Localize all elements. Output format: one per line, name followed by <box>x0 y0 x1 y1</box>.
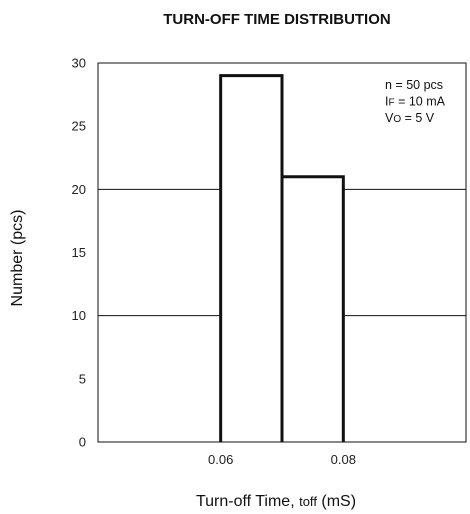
y-axis-label: Number (pcs) <box>9 210 26 307</box>
x-axis-label-main: Turn-off Time, <box>196 493 299 510</box>
x-tick-label: 0.06 <box>208 452 233 467</box>
annotation-line-0: n = 50 pcs <box>385 78 443 92</box>
annotation-line-2: VO = 5 V <box>385 111 435 125</box>
y-tick-label: 20 <box>72 182 86 197</box>
y-tick-label: 0 <box>79 435 86 450</box>
y-tick-label: 10 <box>72 308 86 323</box>
x-axis-label-sub: toff <box>299 494 317 509</box>
y-axis-ticks: 0 5 10 15 20 25 30 <box>72 56 86 450</box>
y-tick-label: 5 <box>79 371 86 386</box>
y-tick-label: 15 <box>72 245 86 260</box>
y-tick-label: 25 <box>72 119 86 134</box>
x-axis-ticks: 0.06 0.08 <box>208 452 356 467</box>
y-tick-label: 30 <box>72 56 86 71</box>
bar-fill-0 <box>220 75 282 442</box>
chart-title: TURN-OFF TIME DISTRIBUTION <box>163 11 390 28</box>
x-tick-label: 0.08 <box>331 452 356 467</box>
annotation-line-1: IF = 10 mA <box>385 95 446 109</box>
bar-fill-1 <box>282 176 344 442</box>
histogram-bars <box>219 74 345 442</box>
bar-1 <box>280 175 345 442</box>
x-axis-label-unit: (mS) <box>317 493 356 510</box>
plot-frame <box>97 62 467 443</box>
x-axis-label: Turn-off Time, toff (mS) <box>196 493 356 510</box>
annotation-block: n = 50 pcs IF = 10 mA VO = 5 V <box>385 78 446 125</box>
